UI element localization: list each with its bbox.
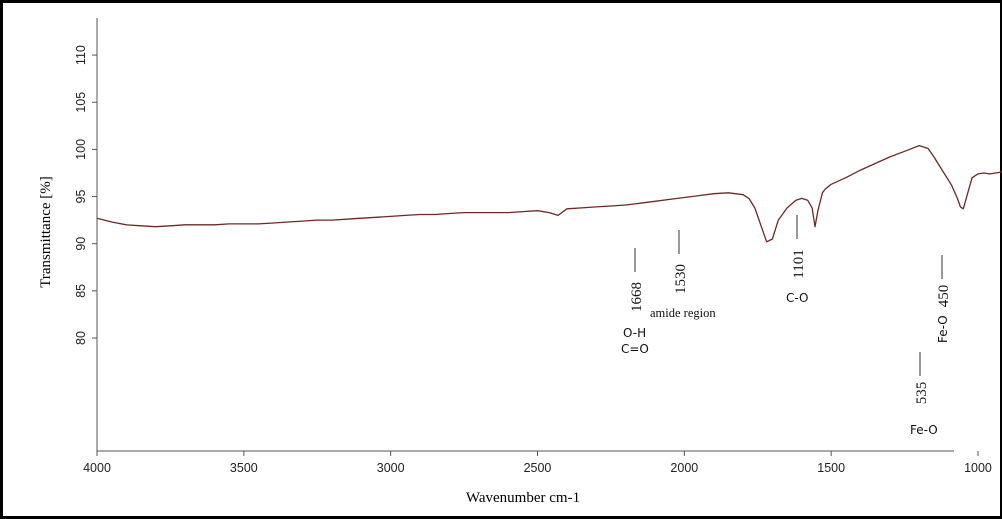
peak-annotations: 1668 O-H C=O 1530 amide region 1101 C-O … [621, 215, 952, 437]
peak-535-label: 535 [914, 382, 930, 405]
y-axis-title: Transmittance [%] [38, 176, 54, 288]
y-tick-label-105: 105 [74, 92, 88, 113]
y-tick-label-95: 95 [74, 190, 88, 204]
peak-450-label: 450 [936, 285, 952, 308]
fe-o-535-label: Fe-O [910, 423, 938, 437]
x-tick-label-3500: 3500 [230, 461, 258, 475]
y-tick-label-80: 80 [74, 331, 88, 345]
peak-1101-label: 1101 [791, 249, 807, 278]
x-axis-title: Wavenumber cm-1 [466, 490, 580, 506]
x-axis-ticks: 4000350030002500200015001000500 [83, 451, 992, 475]
x-tick-label-2000: 2000 [670, 461, 698, 475]
y-tick-label-100: 100 [74, 139, 88, 160]
y-axis-ticks: 80 85 90 95 100 105 110 [74, 45, 97, 345]
y-tick-label-90: 90 [74, 237, 88, 251]
x-tick-label-1000: 1000 [964, 461, 992, 475]
c-double-o-label: C=O [621, 342, 649, 356]
x-tick-label-1500: 1500 [817, 461, 845, 475]
spectrum-line-0 [96, 144, 1002, 243]
x-tick-label-3000: 3000 [377, 461, 405, 475]
peak-1668-label: 1668 [629, 282, 645, 312]
x-tick-label-4000: 4000 [83, 461, 111, 475]
c-o-label: C-O [786, 291, 809, 305]
y-tick-label-85: 85 [74, 284, 88, 298]
peak-1530-label: 1530 [673, 264, 689, 294]
spectrum-series [96, 144, 1002, 243]
y-tick-label-110: 110 [74, 45, 88, 65]
fe-o-450-label: Fe-O [936, 315, 950, 343]
amide-region-label: amide region [650, 306, 716, 320]
x-tick-label-2500: 2500 [524, 461, 552, 475]
plot-axes [96, 18, 954, 452]
oh-label: O-H [623, 326, 646, 340]
